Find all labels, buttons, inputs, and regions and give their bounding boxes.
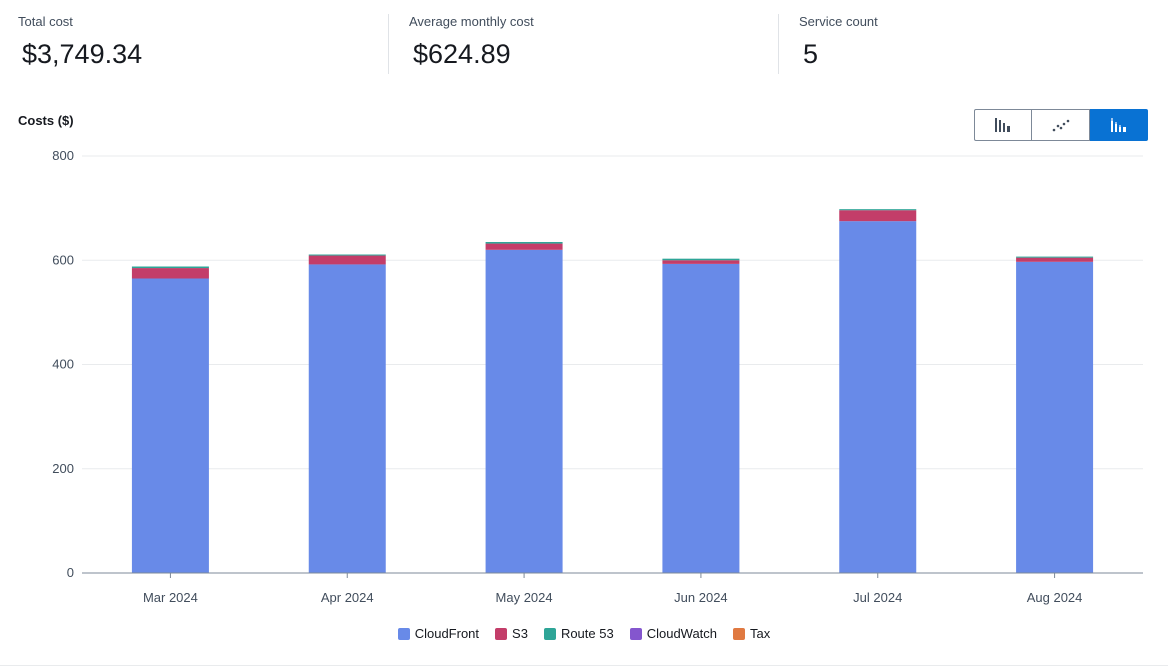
bar-segment-route-53: [131, 266, 209, 269]
x-tick-label: Mar 2024: [143, 590, 198, 605]
y-tick-label: 600: [52, 252, 74, 267]
bar-segment-cloudfront: [308, 264, 386, 573]
chart-legend: CloudFront S3 Route 53 CloudWatch Tax: [0, 626, 1168, 641]
bar-segment-route-53: [662, 258, 740, 261]
legend-swatch: [397, 627, 410, 640]
bar-segment-cloudfront: [839, 221, 917, 573]
cost-summary: Total cost $3,749.34 Average monthly cos…: [0, 0, 1168, 90]
x-tick-label: Aug 2024: [1027, 590, 1083, 605]
bottom-divider: [0, 665, 1168, 666]
y-tick-label: 200: [52, 461, 74, 476]
bar-segment-s3: [1016, 257, 1094, 262]
stacked-bar-chart-icon: [1110, 118, 1126, 132]
total-cost-metric: Total cost $3,749.34: [18, 14, 142, 74]
bar-segment-route-53: [308, 254, 386, 256]
service-count-label: Service count: [799, 14, 878, 29]
average-monthly-cost-label: Average monthly cost: [409, 14, 534, 29]
bar-segment-cloudfront: [131, 278, 209, 573]
average-monthly-cost-value: $624.89: [413, 39, 511, 69]
y-tick-label: 800: [52, 148, 74, 163]
legend-item-route-53[interactable]: Route 53: [543, 626, 614, 641]
legend-item-s3[interactable]: S3: [495, 626, 528, 641]
bar-chart-button[interactable]: [974, 109, 1032, 141]
legend-item-tax[interactable]: Tax: [733, 626, 770, 641]
bar-segment-route-53: [1016, 256, 1094, 258]
legend-label: CloudFront: [414, 626, 480, 641]
legend-label: S3: [512, 626, 528, 641]
grid-lines: [82, 155, 1143, 470]
y-tick-label: 400: [52, 357, 74, 372]
y-tick-label: 0: [67, 565, 74, 580]
bars: [131, 209, 1094, 573]
x-tick-label: May 2024: [496, 590, 553, 605]
total-cost-label: Total cost: [18, 14, 73, 29]
legend-swatch: [733, 627, 746, 640]
bar-segment-s3: [662, 260, 740, 264]
legend-swatch: [629, 627, 642, 640]
x-tick-label: Jul 2024: [853, 590, 902, 605]
legend-label: CloudWatch: [646, 626, 718, 641]
x-tick-label: Jun 2024: [674, 590, 728, 605]
x-tick-label: Apr 2024: [321, 590, 374, 605]
line-chart-button[interactable]: [1032, 109, 1090, 141]
chart-type-selector: [974, 109, 1148, 141]
legend-item-cloudfront[interactable]: CloudFront: [397, 626, 480, 641]
metric-divider: [778, 14, 779, 74]
bar-segment-route-53: [839, 209, 917, 211]
bar-segment-cloudfront: [662, 263, 740, 573]
bar-segment-s3: [131, 268, 209, 279]
bar-segment-s3: [839, 210, 917, 222]
line-chart-icon: [1052, 119, 1069, 132]
stacked-bar-chart-button[interactable]: [1090, 109, 1148, 141]
legend-label: Route 53: [560, 626, 614, 641]
bar-segment-route-53: [485, 242, 563, 244]
bar-segment-cloudfront: [485, 249, 563, 573]
service-count-metric: Service count 5: [799, 14, 878, 74]
chart-title: Costs ($): [18, 113, 74, 128]
metric-divider: [388, 14, 389, 74]
average-monthly-cost-metric: Average monthly cost $624.89: [409, 14, 534, 74]
bar-segment-s3: [308, 255, 386, 265]
legend-label: Tax: [750, 626, 771, 641]
legend-swatch: [543, 627, 556, 640]
total-cost-value: $3,749.34: [22, 39, 143, 69]
legend-item-cloudwatch[interactable]: CloudWatch: [629, 626, 718, 641]
y-axis-ticks: 0 200 400 600 800: [52, 148, 74, 580]
bar-segment-s3: [485, 243, 563, 250]
x-axis-ticks: Mar 2024 Apr 2024 May 2024 Jun 2024 Jul 2024…: [143, 573, 1082, 605]
bar-chart-icon: [995, 118, 1010, 132]
service-count-value: 5: [803, 39, 819, 69]
stacked-bar-chart: 0 200 400 600 800 Mar 2024 Apr 2024 May 2024 Ju…: [52, 148, 1143, 605]
legend-swatch: [495, 627, 508, 640]
bar-segment-cloudfront: [1016, 261, 1094, 573]
